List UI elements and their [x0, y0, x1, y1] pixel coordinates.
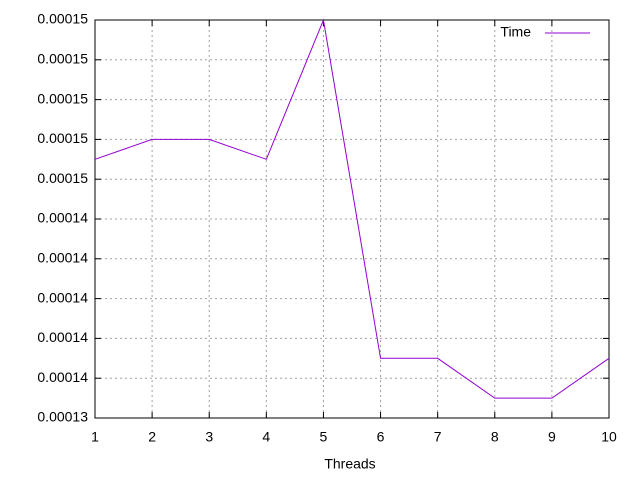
x-axis-label: Threads [324, 456, 375, 472]
y-tick-label: 0.00014 [37, 329, 88, 345]
x-tick-label: 4 [262, 429, 270, 445]
x-tick-label: 9 [548, 429, 556, 445]
x-tick-label: 3 [205, 429, 213, 445]
y-tick-label: 0.00014 [37, 289, 88, 305]
y-tick-label: 0.00015 [37, 130, 88, 146]
x-tick-label: 5 [320, 429, 328, 445]
x-tick-label: 6 [377, 429, 385, 445]
legend-label: Time [500, 24, 531, 40]
x-tick-label: 2 [148, 429, 156, 445]
y-tick-label: 0.00015 [37, 11, 88, 27]
y-tick-label: 0.00015 [37, 51, 88, 67]
x-tick-label: 1 [91, 429, 99, 445]
y-tick-label: 0.00013 [37, 409, 88, 425]
y-tick-label: 0.00014 [37, 250, 88, 266]
x-tick-label: 10 [601, 429, 617, 445]
y-tick-label: 0.00014 [37, 369, 88, 385]
data-line [94, 18, 610, 399]
y-tick-label: 0.00015 [37, 90, 88, 106]
y-tick-label: 0.00014 [37, 210, 88, 226]
plot-border [94, 19, 610, 419]
y-tick-label: 0.00015 [37, 170, 88, 186]
x-tick-label: 7 [434, 429, 442, 445]
x-tick-label: 8 [491, 429, 499, 445]
